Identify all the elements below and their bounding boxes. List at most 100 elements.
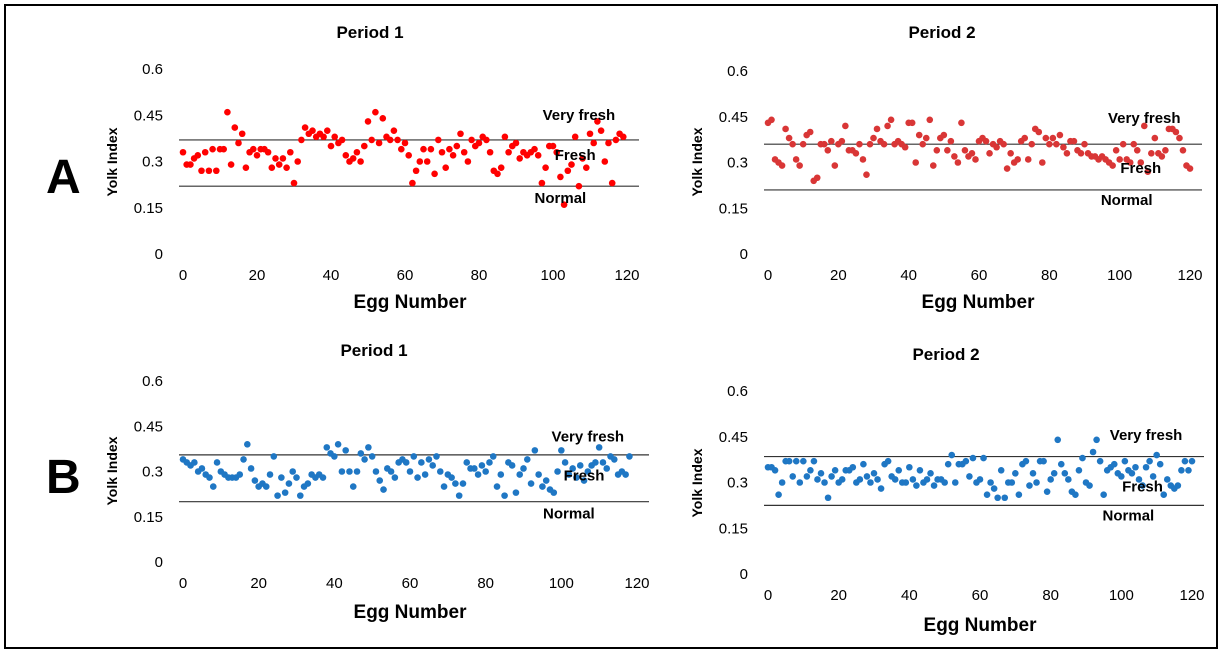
chart-1-data-point	[401, 139, 409, 147]
chart-4-data-point	[1181, 457, 1189, 465]
chart-2-data-point	[968, 150, 976, 157]
chart-1-data-point	[564, 167, 572, 175]
chart-1-data-point	[194, 152, 202, 159]
chart-3-data-point	[592, 459, 599, 466]
chart-3-data-point	[289, 468, 297, 475]
chart-1-data-point	[534, 152, 542, 159]
chart-4-data-point	[831, 467, 839, 474]
chart-1-data-point	[486, 148, 494, 156]
chart-3-data-point	[584, 468, 592, 475]
chart-2-data-point	[961, 147, 969, 154]
chart-3-data-point	[539, 483, 546, 490]
chart-4-data-point	[1163, 476, 1171, 483]
chart-2-y-tick-label: 0.6	[727, 63, 748, 80]
chart-4-data-point	[771, 467, 779, 474]
chart-1-data-point	[294, 158, 302, 165]
chart-4-data-point	[1153, 451, 1160, 459]
chart-3-data-point	[565, 471, 573, 478]
chart-2-data-point	[1151, 134, 1159, 142]
chart-2-zone-label: Fresh	[1120, 160, 1161, 177]
chart-2-title: Period 2	[908, 23, 975, 42]
chart-1-data-point	[431, 170, 438, 178]
chart-2-data-point	[785, 134, 793, 142]
chart-3-data-point	[561, 459, 569, 466]
chart-3-x-tick-label: 80	[477, 575, 494, 592]
chart-2-data-point	[842, 122, 849, 130]
chart-4-data-point	[1142, 463, 1150, 471]
chart-2-data-point	[926, 116, 934, 124]
chart-1-data-point	[549, 142, 557, 150]
chart-1-data-point	[213, 167, 220, 175]
chart-3-data-point	[319, 474, 327, 481]
chart-2-data-point	[887, 116, 895, 124]
chart-1-data-point	[379, 115, 387, 122]
chart-3-data-point	[463, 459, 471, 466]
chart-2-data-point	[852, 150, 860, 157]
chart-2-data-point	[1137, 159, 1145, 166]
chart-2-data-point	[1119, 140, 1127, 148]
chart-1-data-point	[571, 133, 579, 141]
chart-3-data-point	[452, 480, 459, 487]
chart-3-data-point	[296, 492, 304, 499]
chart-3-data-point	[497, 471, 505, 478]
chart-2-data-point	[1112, 147, 1120, 154]
chart-3-data-point	[349, 483, 357, 490]
chart-2-data-point	[1130, 140, 1138, 148]
chart-1-data-point	[497, 164, 505, 171]
chart-3-zone-label: Normal	[543, 505, 595, 522]
chart-1-data-point	[583, 164, 590, 171]
chart-2-data-point	[908, 119, 916, 127]
chart-1-y-axis-label: Yolk Index	[104, 127, 120, 196]
chart-3-y-tick-label: 0.45	[134, 418, 163, 435]
chart-1-zone-label: Very fresh	[543, 107, 616, 124]
chart-3-data-point	[414, 474, 421, 481]
chart-3-data-point	[576, 462, 584, 469]
chart-1-data-point	[250, 145, 257, 153]
chart-4-data-point	[1008, 479, 1016, 486]
chart-1-data-point	[187, 161, 194, 168]
chart-1-data-point	[272, 155, 279, 162]
chart-3-data-point	[244, 441, 251, 448]
chart-1-data-point	[531, 145, 538, 153]
chart-2-data-point	[933, 147, 941, 154]
chart-4-data-point	[1029, 470, 1037, 477]
chart-4-data-point	[1050, 470, 1058, 477]
chart-3-data-point	[440, 483, 448, 490]
chart-3-y-axis-label: Yolk Index	[104, 436, 120, 505]
chart-1-data-point	[327, 142, 335, 150]
chart-2-data-point	[915, 131, 923, 139]
chart-1-title: Period 1	[336, 23, 403, 42]
chart-1-x-tick-label: 0	[179, 267, 187, 284]
chart-2-data-point	[947, 137, 955, 145]
chart-4-data-point	[821, 479, 828, 486]
chart-3-data-point	[455, 492, 463, 499]
chart-1-data-point	[390, 127, 398, 134]
chart-4-data-point	[1139, 482, 1146, 489]
chart-3-data-point	[353, 468, 361, 475]
chart-4-data-point	[1026, 482, 1033, 489]
chart-2-data-point	[880, 140, 888, 148]
chart-4-data-point	[941, 479, 948, 486]
chart-1-data-point	[309, 127, 316, 134]
chart-2-data-point	[1179, 147, 1187, 154]
chart-1-data-point	[253, 152, 261, 159]
chart-3-data-point	[482, 468, 489, 475]
chart-4-x-tick-label: 80	[1042, 587, 1059, 604]
chart-1-data-point	[220, 145, 227, 153]
chart-4-data-point	[1156, 460, 1164, 468]
chart-4-data-point	[838, 476, 846, 483]
chart-3-data-point	[520, 465, 527, 472]
chart-3-data-point	[206, 474, 213, 481]
chart-1-data-point	[275, 161, 283, 168]
chart-3-title: Period 1	[340, 341, 407, 360]
chart-4-data-point	[1121, 457, 1129, 465]
chart-3-data-point	[516, 471, 524, 478]
chart-2-y-tick-label: 0.15	[719, 200, 748, 217]
chart-3-data-point	[433, 453, 440, 460]
chart-4-data-point	[1135, 476, 1143, 483]
chart-1-data-point	[590, 139, 597, 147]
chart-4-data-point	[902, 479, 910, 486]
chart-2-zone-label: Normal	[1101, 192, 1153, 209]
chart-2-data-point	[1039, 159, 1046, 166]
chart-1-data-point	[287, 148, 294, 156]
